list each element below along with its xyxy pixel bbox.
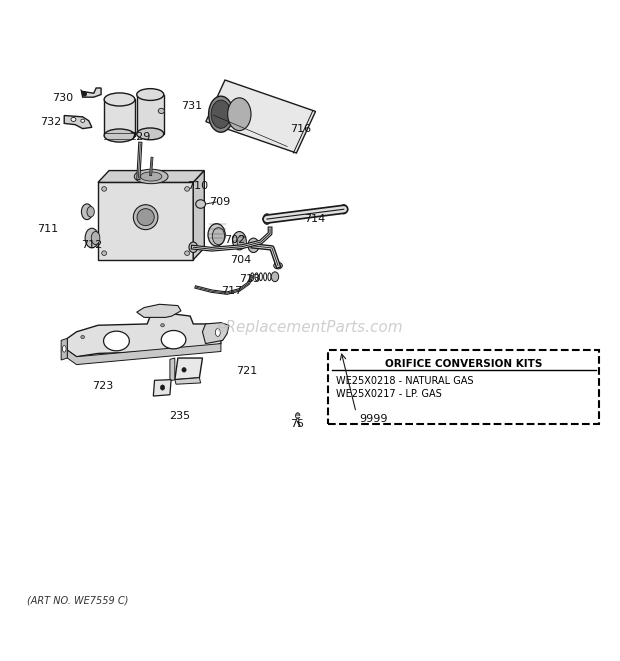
Ellipse shape [185,251,190,255]
Polygon shape [104,99,135,136]
Ellipse shape [104,331,130,351]
Text: 732: 732 [40,117,61,127]
Ellipse shape [272,272,278,282]
Ellipse shape [228,98,251,131]
Polygon shape [98,182,193,260]
Ellipse shape [137,89,164,100]
Ellipse shape [158,108,164,114]
Ellipse shape [104,93,135,106]
Ellipse shape [196,200,206,208]
Ellipse shape [137,128,164,139]
Ellipse shape [208,97,233,132]
Polygon shape [81,88,101,97]
Ellipse shape [137,209,154,225]
Ellipse shape [237,235,246,249]
Ellipse shape [189,242,198,253]
Text: 710: 710 [187,181,208,191]
Ellipse shape [296,412,300,418]
Ellipse shape [212,227,224,245]
Polygon shape [98,171,205,182]
Ellipse shape [182,368,186,372]
Text: 716: 716 [290,124,311,134]
Ellipse shape [185,186,190,191]
Ellipse shape [82,92,87,97]
Text: 713: 713 [239,274,260,284]
Ellipse shape [102,251,107,255]
Ellipse shape [87,206,94,217]
Ellipse shape [341,205,347,214]
Text: 723: 723 [92,381,113,391]
Ellipse shape [81,335,84,338]
Ellipse shape [248,238,259,253]
Text: 709: 709 [208,197,230,207]
Polygon shape [68,344,221,365]
Text: 712: 712 [81,241,103,251]
Polygon shape [193,171,205,260]
Ellipse shape [85,228,99,248]
Ellipse shape [81,119,84,122]
Polygon shape [68,314,224,357]
Polygon shape [170,358,175,381]
Ellipse shape [215,329,220,336]
Ellipse shape [211,100,231,128]
Text: 704: 704 [230,254,251,264]
Ellipse shape [91,231,100,245]
Polygon shape [203,323,229,344]
Ellipse shape [216,335,219,338]
Text: 711: 711 [37,224,58,234]
Ellipse shape [133,205,158,229]
Ellipse shape [208,223,225,246]
Polygon shape [137,95,164,134]
Text: 235: 235 [169,410,190,420]
Text: 714: 714 [304,214,325,224]
Polygon shape [175,358,203,379]
Ellipse shape [135,169,168,184]
Ellipse shape [63,346,66,352]
Text: WE25X0217 - LP. GAS: WE25X0217 - LP. GAS [336,389,441,399]
Text: 730: 730 [52,93,73,103]
Ellipse shape [274,262,282,269]
Ellipse shape [102,186,107,191]
Text: (ART NO. WE7559 C): (ART NO. WE7559 C) [27,596,129,605]
Ellipse shape [264,214,271,224]
Text: 717: 717 [221,286,242,296]
Text: eReplacementParts.com: eReplacementParts.com [216,320,404,334]
Ellipse shape [71,118,76,122]
Polygon shape [61,338,68,360]
Text: ORIFICE CONVERSION KITS: ORIFICE CONVERSION KITS [385,360,542,369]
Text: 731: 731 [181,100,202,110]
Ellipse shape [232,231,246,250]
Ellipse shape [81,204,92,219]
Text: WE25X0218 - NATURAL GAS: WE25X0218 - NATURAL GAS [336,376,473,387]
Ellipse shape [161,330,186,349]
Ellipse shape [104,129,135,142]
Text: 721: 721 [236,366,257,376]
FancyBboxPatch shape [329,350,599,424]
Polygon shape [153,379,171,396]
Polygon shape [206,80,316,153]
Text: 729: 729 [129,132,150,142]
Text: 702: 702 [224,235,246,245]
Text: 9999: 9999 [359,414,388,424]
Ellipse shape [161,385,165,390]
Polygon shape [64,116,92,129]
Polygon shape [175,377,201,384]
Text: 75: 75 [290,418,304,428]
Polygon shape [137,304,181,317]
Ellipse shape [140,172,162,181]
Ellipse shape [161,324,164,327]
